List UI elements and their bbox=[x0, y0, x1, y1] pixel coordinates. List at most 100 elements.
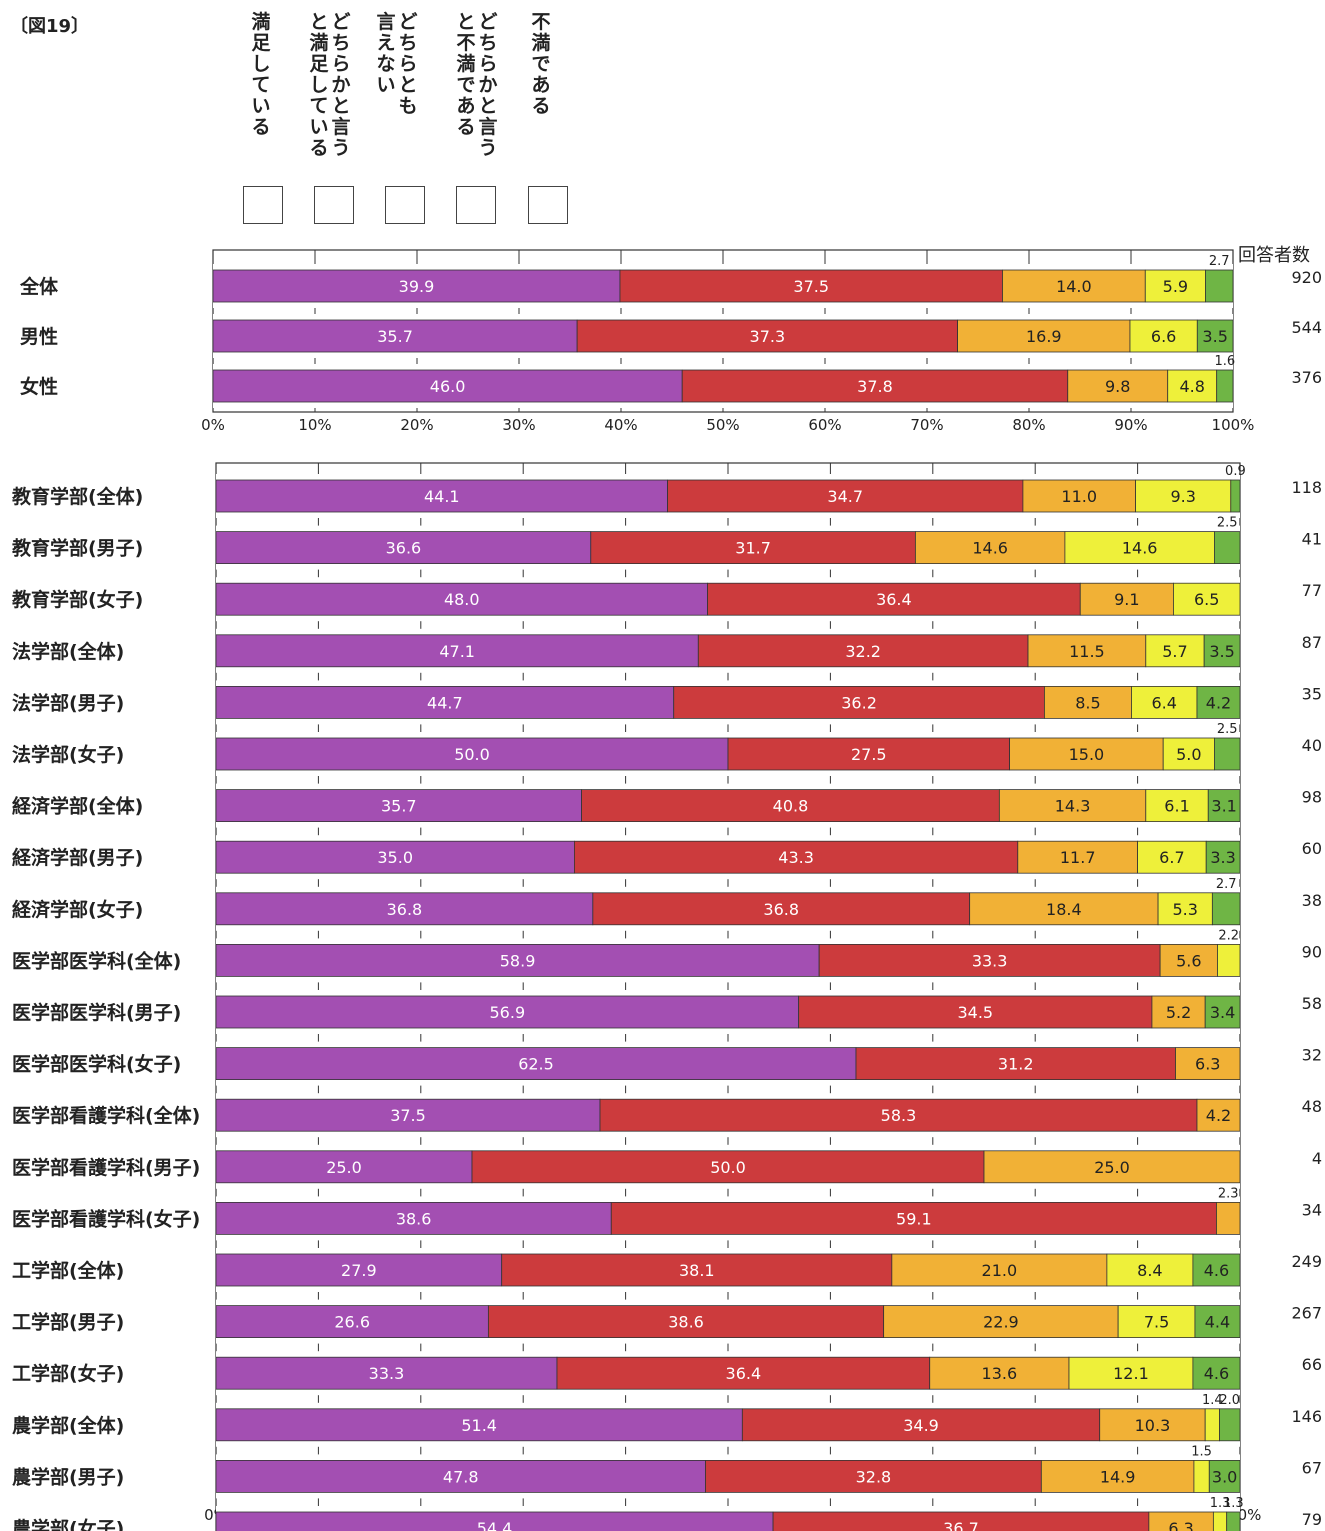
data-label: 27.5 bbox=[851, 745, 887, 764]
bar-segment bbox=[1157, 892, 1213, 926]
bar-segment bbox=[1145, 634, 1205, 668]
bar-segment bbox=[215, 737, 729, 771]
bar-segment bbox=[215, 686, 675, 719]
data-label: 46.0 bbox=[430, 377, 466, 396]
data-label: 38.6 bbox=[396, 1209, 432, 1228]
data-label-small: 1.3 bbox=[1223, 1496, 1244, 1511]
data-label: 8.5 bbox=[1075, 693, 1100, 712]
data-label-small: 2.7 bbox=[1216, 877, 1237, 892]
row-label: 工学部(男子) bbox=[12, 1311, 124, 1334]
data-label: 5.2 bbox=[1166, 1003, 1191, 1022]
data-label: 36.7 bbox=[943, 1519, 979, 1531]
bar-segment bbox=[215, 1098, 601, 1132]
row-label: 医学部医学科(男子) bbox=[12, 1001, 181, 1024]
bar-segment bbox=[1064, 531, 1215, 564]
bar-segment bbox=[1009, 737, 1164, 771]
respondent-count: 249 bbox=[1291, 1252, 1322, 1271]
data-label: 5.6 bbox=[1176, 951, 1201, 970]
data-label-small: 2.5 bbox=[1217, 722, 1238, 737]
data-label: 34.9 bbox=[903, 1416, 939, 1435]
bar-segment bbox=[590, 531, 916, 564]
respondent-count: 67 bbox=[1302, 1458, 1322, 1477]
data-label-small: 2.2 bbox=[1218, 928, 1239, 943]
data-label: 58.3 bbox=[881, 1106, 917, 1125]
data-label: 3.4 bbox=[1210, 1003, 1235, 1022]
data-label: 6.7 bbox=[1159, 848, 1184, 867]
data-label: 37.8 bbox=[857, 377, 893, 396]
bar-segment bbox=[215, 892, 594, 926]
data-label: 50.0 bbox=[454, 745, 490, 764]
bar-segment bbox=[1144, 269, 1206, 303]
bar-segment bbox=[1196, 686, 1241, 719]
bar-segment bbox=[1135, 479, 1232, 513]
respondent-count: 48 bbox=[1302, 1097, 1322, 1116]
bar-segment bbox=[215, 944, 820, 977]
data-label: 43.3 bbox=[778, 848, 814, 867]
data-label-small: 0.9 bbox=[1225, 464, 1246, 479]
data-label-small: 1.3 bbox=[1210, 1496, 1231, 1511]
data-label: 37.5 bbox=[390, 1106, 426, 1125]
bar-segment bbox=[581, 789, 1000, 822]
bar-segment bbox=[1196, 319, 1234, 353]
data-label: 58.9 bbox=[500, 951, 536, 970]
row-label: 農学部(全体) bbox=[12, 1414, 124, 1437]
bar-segment bbox=[727, 737, 1011, 771]
bar-segment bbox=[1196, 1098, 1241, 1132]
bar-segment bbox=[673, 686, 1045, 719]
data-label: 37.3 bbox=[750, 327, 786, 346]
respondent-count: 90 bbox=[1302, 942, 1322, 961]
data-label: 6.4 bbox=[1151, 693, 1176, 712]
respondent-count: 98 bbox=[1302, 788, 1322, 807]
row-label: 男性 bbox=[20, 325, 58, 348]
data-label: 26.6 bbox=[334, 1313, 370, 1332]
bar-segment bbox=[1230, 479, 1241, 513]
row-label: 女性 bbox=[20, 375, 58, 398]
respondent-count: 4 bbox=[1312, 1149, 1322, 1168]
respondent-count: 77 bbox=[1302, 581, 1322, 600]
bar-segment bbox=[1217, 944, 1241, 977]
data-label: 5.9 bbox=[1163, 277, 1188, 296]
bar-segment bbox=[1106, 1253, 1194, 1287]
bar-segment bbox=[969, 892, 1159, 926]
bar-segment bbox=[556, 1356, 931, 1390]
data-label: 10.3 bbox=[1135, 1416, 1171, 1435]
bar-segment bbox=[1173, 582, 1241, 616]
data-label: 21.0 bbox=[982, 1261, 1018, 1280]
data-label-small: 1.4 bbox=[1202, 1393, 1223, 1408]
data-label: 16.9 bbox=[1026, 327, 1062, 346]
bar-segment bbox=[705, 1460, 1042, 1493]
data-label: 62.5 bbox=[518, 1055, 554, 1074]
row-label: 法学部(女子) bbox=[12, 743, 124, 766]
data-label-small: 1.6 bbox=[1214, 354, 1235, 369]
legend-label-neutral: 言えないどちらとも bbox=[376, 11, 418, 117]
data-label: 35.0 bbox=[377, 848, 413, 867]
bar-segment bbox=[1175, 1047, 1241, 1080]
data-label: 38.6 bbox=[668, 1313, 704, 1332]
data-label: 35.7 bbox=[381, 797, 417, 816]
bar-segment bbox=[619, 269, 1003, 303]
x-tick-label: 40% bbox=[604, 416, 637, 434]
bar-segment bbox=[501, 1253, 893, 1287]
respondent-count: 32 bbox=[1302, 1046, 1322, 1065]
data-label: 35.7 bbox=[377, 327, 413, 346]
bar-segment bbox=[1214, 531, 1241, 564]
data-label: 6.3 bbox=[1195, 1055, 1220, 1074]
bar-segment bbox=[1194, 1305, 1241, 1338]
data-label: 38.1 bbox=[679, 1261, 715, 1280]
bar-segment bbox=[1212, 1511, 1228, 1531]
bar-segment bbox=[1151, 995, 1206, 1029]
bar-segment bbox=[1219, 1408, 1241, 1442]
data-label: 36.8 bbox=[763, 900, 799, 919]
bar-segment bbox=[215, 995, 800, 1029]
bar-segment bbox=[215, 1305, 489, 1338]
data-label: 6.5 bbox=[1194, 590, 1219, 609]
bar-segment bbox=[215, 1150, 473, 1184]
bar-segment bbox=[1193, 1460, 1210, 1493]
bar-segment bbox=[1068, 1356, 1194, 1390]
bar-segment bbox=[1017, 840, 1138, 874]
x-tick-label: 50% bbox=[706, 416, 739, 434]
bar-segment bbox=[681, 369, 1069, 403]
data-label: 59.1 bbox=[896, 1209, 932, 1228]
data-label: 15.0 bbox=[1069, 745, 1105, 764]
row-label: 経済学部(全体) bbox=[12, 795, 143, 818]
